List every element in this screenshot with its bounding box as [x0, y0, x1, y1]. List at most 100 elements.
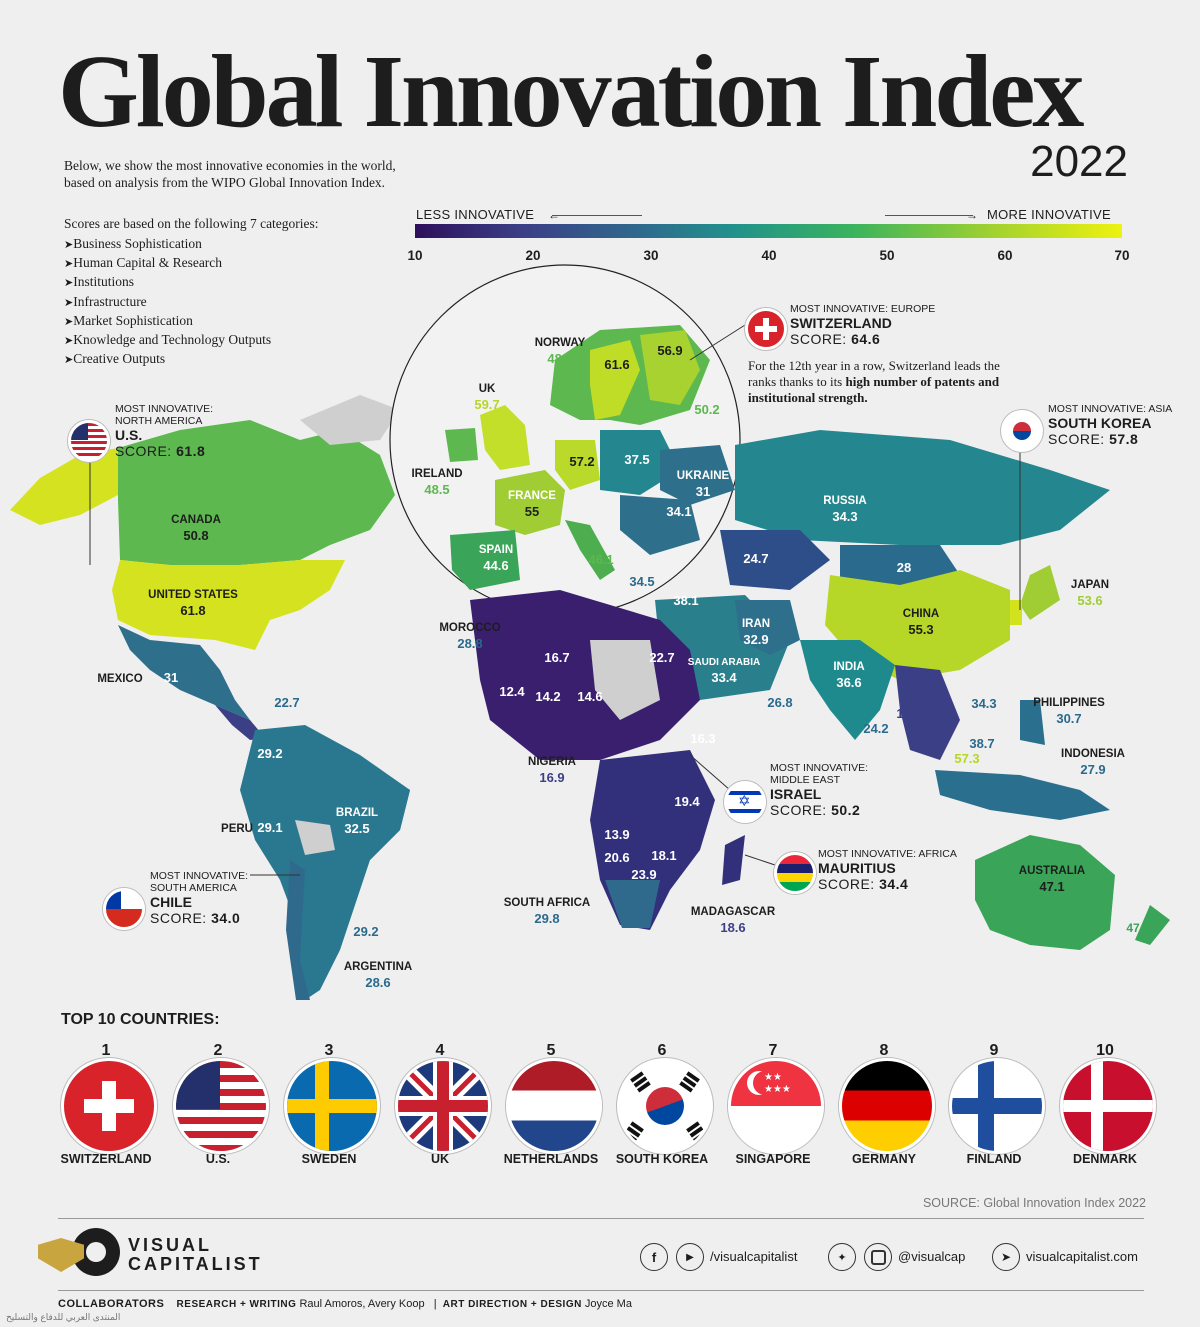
flag-switzerland-icon: [61, 1058, 157, 1154]
map-korea: [1010, 600, 1022, 625]
top10-title: TOP 10 COUNTRIES:: [61, 1011, 220, 1028]
facebook-icon[interactable]: f: [640, 1243, 668, 1271]
map-label: RUSSIA 34.3: [823, 495, 867, 524]
callout-name: SOUTH KOREA: [1048, 415, 1152, 431]
cursor-icon[interactable]: ➤: [992, 1243, 1020, 1271]
map-madagascar: [722, 835, 745, 885]
brand-name: VISUAL CAPITALIST: [128, 1235, 263, 1274]
page-title: Global Innovation Index: [58, 34, 1084, 149]
map-value: 16.7: [544, 650, 570, 665]
country-name: U.S.: [205, 1152, 231, 1166]
map-value: 14.2: [535, 689, 561, 704]
map-spain: [450, 530, 520, 590]
map-label: FRANCE 55: [508, 490, 556, 519]
map-label: BRAZIL 32.5: [335, 807, 379, 836]
rank-number: 4: [435, 1042, 445, 1059]
map-australia: [975, 835, 1115, 950]
map-france: [495, 470, 565, 535]
arrow-right-icon: →: [966, 208, 978, 222]
country-name: FINLAND: [966, 1152, 1022, 1166]
map-label: PERU: [221, 823, 253, 835]
flag-us-icon: [68, 420, 110, 462]
map-value: 18.1: [651, 848, 677, 863]
map-value: 16.3: [690, 731, 716, 746]
instagram-icon[interactable]: [864, 1243, 892, 1271]
collaborators-line: COLLABORATORS RESEARCH + WRITING Raul Am…: [58, 1298, 632, 1310]
rank-number: 10: [1096, 1042, 1114, 1059]
callout-score-label: SCORE:: [150, 910, 207, 926]
category-item: Business Sophistication: [64, 235, 271, 254]
map-value: 20.6: [604, 850, 630, 865]
legend-gradient: [415, 224, 1122, 238]
legend-less-label: LESS INNOVATIVE: [416, 207, 535, 222]
map-greenland: [300, 395, 400, 445]
twitter-icon[interactable]: ✦: [828, 1243, 856, 1271]
map-label: PHILIPPINES 30.7: [1033, 697, 1105, 726]
legend-tick: 10: [407, 248, 423, 263]
map-ireland: [445, 428, 478, 462]
country-name: SOUTH KOREA: [615, 1152, 709, 1166]
map-label: IRELAND 48.5: [411, 468, 463, 497]
map-sweden: [590, 340, 640, 420]
intro-text: Below, we show the most innovative econo…: [64, 158, 396, 190]
callout-us: MOST INNOVATIVE: NORTH AMERICA U.S. SCOR…: [115, 403, 225, 459]
map-value: 34.5: [629, 574, 655, 589]
map-label: ARGENTINA 28.6: [343, 961, 413, 990]
callout-score: 34.0: [211, 910, 241, 926]
map-label: UNITED STATES 61.8: [148, 589, 238, 618]
map-label: UK 59.7: [474, 383, 500, 412]
flag-sweden-icon: [284, 1058, 380, 1154]
callout-name: SWITZERLAND: [790, 315, 892, 331]
callout-score: 57.8: [1109, 431, 1139, 447]
map-value: 47.2: [1126, 921, 1150, 935]
map-ukraine: [660, 445, 735, 505]
legend-tick: 40: [761, 248, 777, 263]
social-handle[interactable]: @visualcap: [898, 1249, 966, 1264]
map-philippines: [1020, 700, 1045, 745]
map-value: 26.8: [767, 695, 793, 710]
map-value: 46.1: [588, 552, 614, 567]
map-value: 38.7: [969, 736, 995, 751]
categories-lead: Scores are based on the following 7 cate…: [64, 216, 319, 231]
website-link[interactable]: visualcapitalist.com: [1026, 1249, 1138, 1264]
map-label: NORWAY 48.8: [534, 337, 586, 366]
flag-us-icon: [173, 1058, 269, 1154]
rank-number: 5: [546, 1042, 556, 1059]
callout-name: MAURITIUS: [818, 860, 896, 876]
country-name: UK: [430, 1152, 450, 1166]
map-label: INDIA 36.6: [833, 661, 865, 690]
categories-list: Business Sophistication Human Capital & …: [64, 235, 271, 369]
map-value: 12.4: [499, 684, 525, 699]
map-kazakhstan: [720, 530, 830, 590]
flag-chile-icon: [103, 888, 145, 930]
callout-score-label: SCORE:: [790, 331, 847, 347]
map-iran: [735, 600, 800, 655]
category-item: Market Sophistication: [64, 312, 271, 331]
callout-name: CHILE: [150, 894, 192, 910]
social-handle[interactable]: /visualcapitalist: [710, 1249, 798, 1264]
map-value: 34.3: [971, 696, 997, 711]
world-map: [10, 264, 1170, 1000]
map-value: 29.2: [257, 746, 283, 761]
callout-score: 50.2: [831, 802, 861, 818]
callout-israel: MOST INNOVATIVE: MIDDLE EAST ISRAEL SCOR…: [770, 762, 880, 818]
country-name: NETHERLANDS: [503, 1152, 599, 1166]
map-japan: [1020, 565, 1060, 620]
map-value: 57.3: [954, 751, 980, 766]
callout-switzerland-note: For the 12th year in a row, Switzerland …: [748, 358, 1000, 405]
map-label: MEXICO: [97, 673, 143, 685]
flag-israel-icon: ✡: [724, 781, 766, 823]
map-central-america: [215, 705, 265, 740]
callout-region: MOST INNOVATIVE: MIDDLE EAST: [770, 762, 869, 786]
map-value: 31: [163, 670, 179, 685]
category-item: Infrastructure: [64, 293, 271, 312]
flag-germany-icon: [839, 1058, 935, 1154]
category-item: Human Capital & Research: [64, 254, 271, 273]
flag-south-korea-icon: [1001, 410, 1043, 452]
map-label: AUSTRALIA 47.1: [1018, 865, 1086, 894]
youtube-icon[interactable]: ▶: [676, 1243, 704, 1271]
flag-singapore-icon: ★★ ★★★: [728, 1058, 824, 1154]
map-value: 29.2: [353, 924, 379, 939]
country-name: GERMANY: [852, 1152, 916, 1166]
divider: [58, 1290, 1144, 1291]
